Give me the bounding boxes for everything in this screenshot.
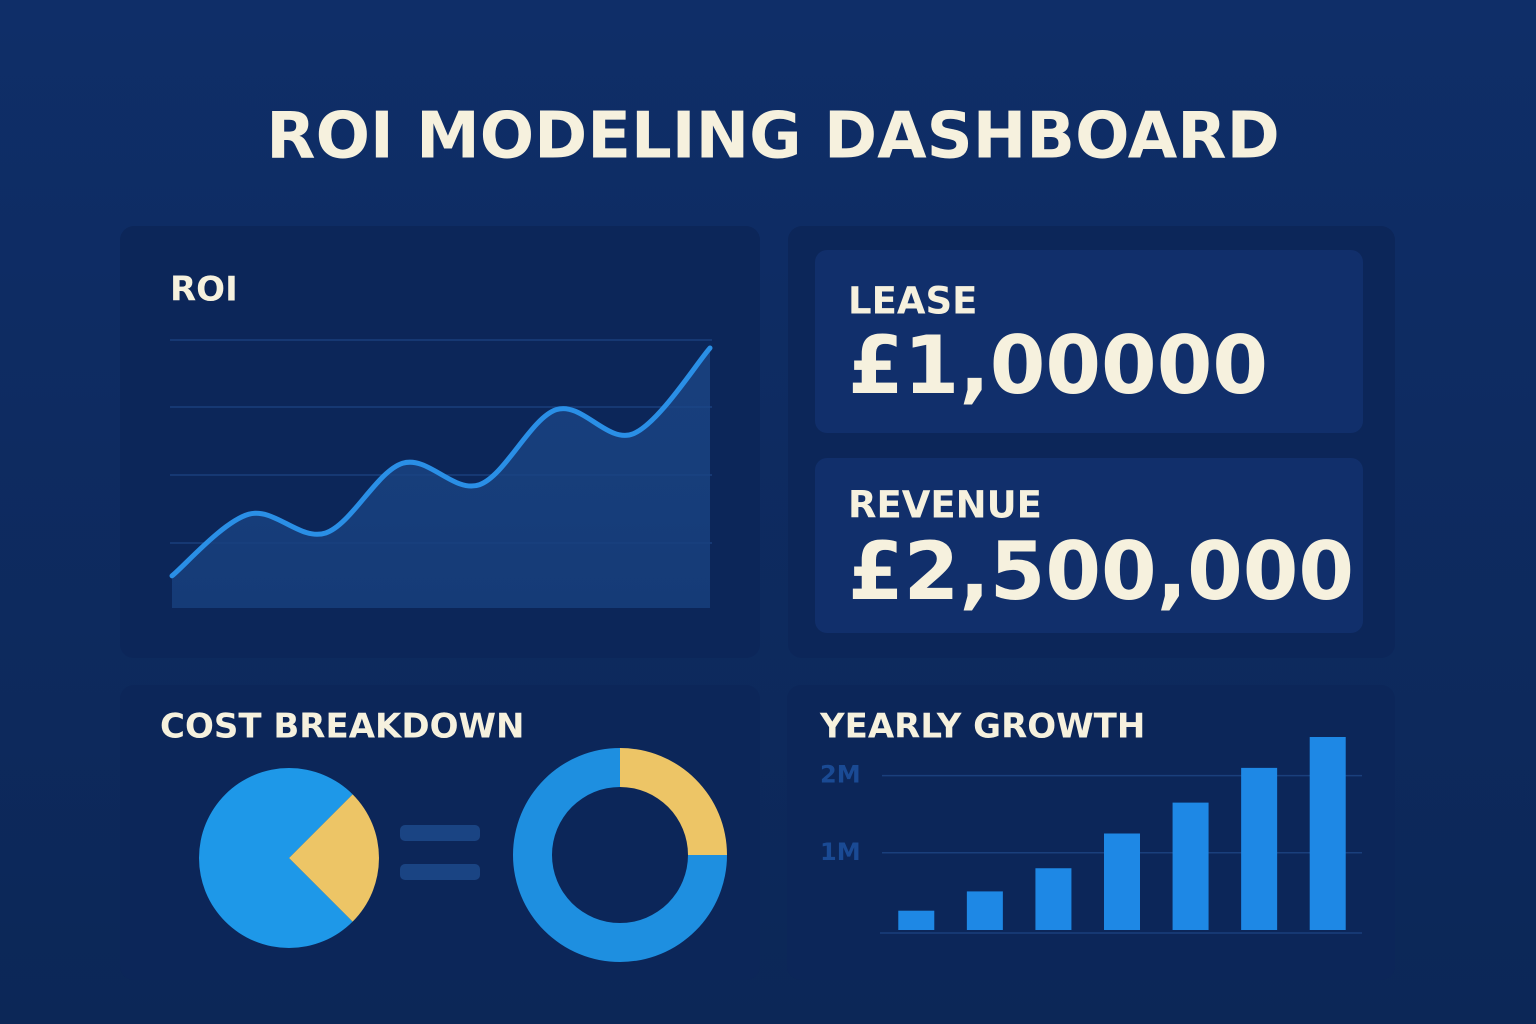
kpi-value: £2,500,000 bbox=[848, 525, 1354, 618]
kpi-label: LEASE bbox=[848, 280, 977, 323]
slice bbox=[199, 768, 353, 949]
slice bbox=[513, 748, 727, 962]
chart-title: ROI bbox=[170, 270, 238, 310]
card bbox=[815, 458, 1363, 633]
slice bbox=[289, 794, 379, 922]
kpi-value: £1,00000 bbox=[848, 319, 1268, 412]
title: ROI MODELING DASHBOARD bbox=[266, 100, 1279, 174]
bar bbox=[1241, 767, 1278, 930]
line bbox=[169, 345, 713, 579]
bar bbox=[1035, 868, 1072, 930]
y-tick-label: 1M bbox=[820, 838, 861, 866]
kpi-label: REVENUE bbox=[848, 484, 1042, 527]
card bbox=[815, 250, 1363, 433]
bar bbox=[1309, 737, 1346, 930]
decoration bbox=[400, 825, 480, 841]
decoration bbox=[400, 864, 480, 880]
bar bbox=[1104, 833, 1140, 930]
bar bbox=[1172, 802, 1209, 930]
slice bbox=[620, 748, 727, 855]
bar bbox=[966, 891, 1003, 930]
chart-title: COST BREAKDOWN bbox=[160, 707, 524, 747]
y-tick-label: 2M bbox=[820, 761, 861, 789]
bar bbox=[898, 910, 935, 930]
chart-title: YEARLY GROWTH bbox=[819, 707, 1145, 747]
